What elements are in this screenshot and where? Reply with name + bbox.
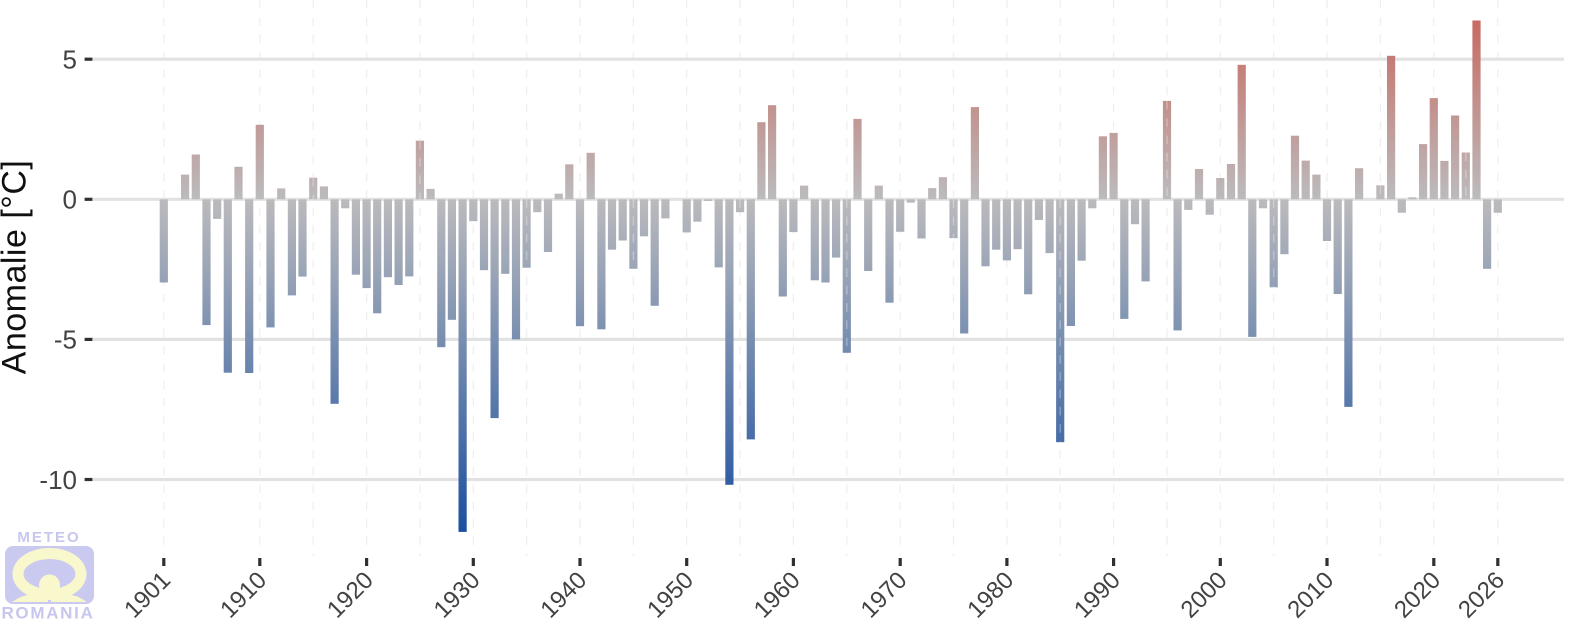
- svg-text:5: 5: [63, 45, 77, 75]
- svg-text:ROMANIA: ROMANIA: [1, 604, 94, 620]
- svg-text:0: 0: [63, 185, 77, 215]
- svg-text:-10: -10: [39, 465, 77, 495]
- svg-text:Anomalie [°C]: Anomalie [°C]: [0, 160, 33, 375]
- svg-text:-5: -5: [54, 325, 77, 355]
- svg-text:METEO: METEO: [17, 529, 80, 546]
